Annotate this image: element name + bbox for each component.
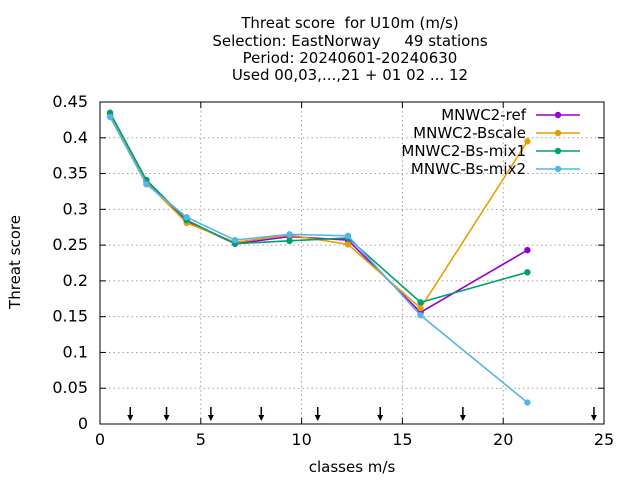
y-tick-label: 0.25 [52,235,88,254]
class-marker-arrow-head [459,415,466,421]
data-series [106,109,531,406]
legend-entry-marker [554,147,562,155]
x-axis-ticks: 0 5 10 15 20 25 [95,102,614,449]
chart-title-line-1: Threat score for U10m (m/s) [241,14,459,32]
legend-entry-label: MNWC-Bs-mix2 [411,160,526,178]
y-tick-label: 0.4 [63,128,88,147]
series-point-3 [417,299,424,306]
class-markers [127,407,597,421]
series-point-2 [344,241,352,248]
series-point-3 [286,237,293,245]
y-tick-label: 0.1 [63,342,88,361]
legend-entry-marker [554,129,562,137]
legend-entry-marker [554,111,562,119]
y-tick-label: 0.05 [52,378,88,397]
y-tick-label: 0.15 [52,307,88,326]
legend: MNWC2-refMNWC2-BscaleMNWC2-Bs-mix1MNWC-B… [401,106,580,178]
x-tick-label: 10 [291,430,311,449]
plot-border [99,101,605,425]
series-point-3 [524,269,531,276]
series-point-4 [143,181,150,188]
legend-entry-label: MNWC2-Bs-mix1 [401,142,526,160]
series-line-3 [109,112,528,304]
chart-title-line-2: Selection: EastNorway 49 stations [212,32,488,50]
class-marker-arrow-head [207,415,214,421]
legend-entry-label: MNWC2-ref [441,106,526,124]
series-point-4 [524,399,531,406]
class-marker-arrow-head [127,415,134,421]
class-marker-arrow-head [314,415,321,421]
y-tick-label: 0.2 [63,271,88,290]
grid-lines [100,102,604,424]
legend-entry-marker [554,165,562,173]
class-marker-arrow-head [590,415,597,421]
y-tick-label: 0 [78,414,88,433]
x-tick-label: 5 [196,430,206,449]
y-tick-label: 0.45 [52,92,88,111]
series-point-2 [417,304,424,312]
legend-entry-label: MNWC2-Bscale [413,124,526,142]
x-tick-label: 20 [493,430,513,449]
x-tick-label: 25 [594,430,614,449]
x-tick-label: 0 [95,430,105,449]
class-marker-arrow-head [163,415,170,421]
chart-title-line-4: Used 00,03,...,21 + 01 02 ... 12 [231,66,469,84]
y-axis-label: Threat score [6,215,24,310]
x-axis-label: classes m/s [309,458,396,476]
series-point-4 [286,231,293,238]
chart-title-line-3: Period: 20240601-20240630 [242,49,458,67]
y-axis-ticks: 0 0.05 0.1 0.15 0.2 0.25 0.3 0.35 0.4 0.45 [52,92,604,433]
series-point-1 [524,246,531,254]
y-tick-label: 0.35 [52,164,88,183]
x-tick-label: 15 [392,430,412,449]
series-point-4 [183,214,190,221]
plot-frame [99,101,605,425]
class-marker-arrow-head [377,415,384,421]
series-point-4 [417,312,424,319]
y-tick-label: 0.3 [63,199,88,218]
series-point-4 [344,232,352,240]
series-point-2 [524,138,531,145]
series-point-4 [106,113,114,121]
class-marker-arrow-head [258,415,265,421]
series-line-4 [109,116,528,404]
series-point-4 [231,236,239,244]
